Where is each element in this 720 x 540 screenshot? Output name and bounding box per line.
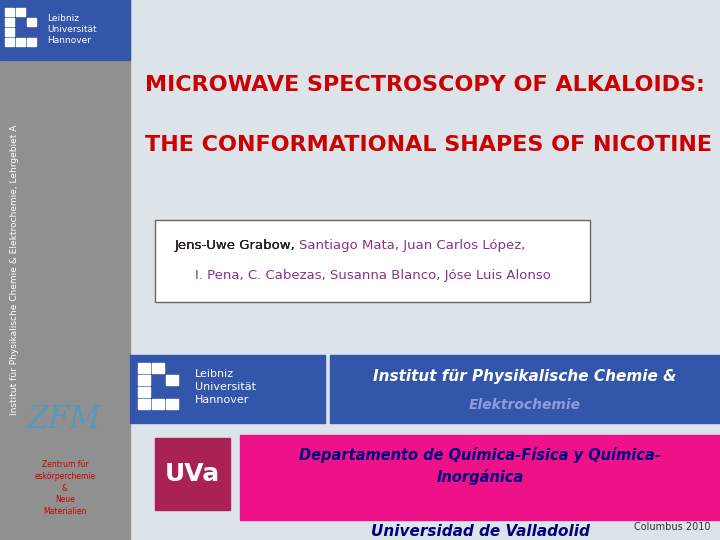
Bar	[166, 399, 178, 409]
Text: UVa: UVa	[165, 462, 220, 486]
Bar	[166, 375, 178, 385]
Text: Departamento de Química-Física y Química-: Departamento de Química-Física y Química…	[299, 447, 661, 463]
Bar	[27, 38, 36, 46]
Bar	[5, 8, 14, 16]
Text: Zentrum für
eskörperchemie
&
Neue
Materialien: Zentrum für eskörperchemie & Neue Materi…	[35, 460, 96, 516]
Bar	[138, 375, 150, 385]
Text: I. Pena, C. Cabezas, Susanna Blanco, Jóse Luis Alonso: I. Pena, C. Cabezas, Susanna Blanco, Jós…	[194, 268, 550, 281]
Bar	[130, 0, 720, 540]
Bar	[152, 399, 164, 409]
Bar	[0, 0, 130, 540]
Bar	[5, 28, 14, 36]
Text: Institut für Physikalische Chemie & Elektrochemie, Lehrgebiet A: Institut für Physikalische Chemie & Elek…	[11, 125, 19, 415]
Bar	[330, 355, 720, 423]
Text: Leibniz
Universität
Hannover: Leibniz Universität Hannover	[195, 369, 256, 406]
Text: Elektrochemie: Elektrochemie	[469, 398, 581, 412]
Bar	[5, 18, 14, 26]
Text: Universidad de Valladolid: Universidad de Valladolid	[371, 524, 590, 539]
Text: MICROWAVE SPECTROSCOPY OF ALKALOIDS:: MICROWAVE SPECTROSCOPY OF ALKALOIDS:	[145, 75, 705, 95]
Text: ZFM: ZFM	[28, 404, 102, 435]
Text: Institut für Physikalische Chemie &: Institut für Physikalische Chemie &	[373, 369, 677, 384]
Bar	[155, 438, 230, 510]
Bar	[16, 8, 25, 16]
Bar	[130, 355, 325, 423]
Text: Jens-Uwe Grabow, Santiago Mata, Juan Carlos López,: Jens-Uwe Grabow, Santiago Mata, Juan Car…	[175, 239, 526, 252]
Text: THE CONFORMATIONAL SHAPES OF NICOTINE: THE CONFORMATIONAL SHAPES OF NICOTINE	[145, 135, 712, 155]
Text: Columbus 2010: Columbus 2010	[634, 522, 710, 532]
Bar	[138, 399, 150, 409]
Bar	[0, 0, 130, 60]
Bar	[130, 0, 720, 540]
Bar	[27, 18, 36, 26]
Bar	[138, 387, 150, 397]
Bar	[16, 38, 25, 46]
Text: Inorgánica: Inorgánica	[436, 469, 523, 485]
Bar	[155, 220, 590, 302]
Bar	[5, 38, 14, 46]
Bar	[138, 363, 150, 373]
Bar	[240, 435, 720, 520]
Text: Jens-Uwe Grabow,: Jens-Uwe Grabow,	[175, 239, 296, 252]
Bar	[152, 363, 164, 373]
Text: Jens-Uwe Grabow,: Jens-Uwe Grabow,	[175, 239, 296, 252]
Text: Leibniz
Universität
Hannover: Leibniz Universität Hannover	[47, 14, 96, 45]
